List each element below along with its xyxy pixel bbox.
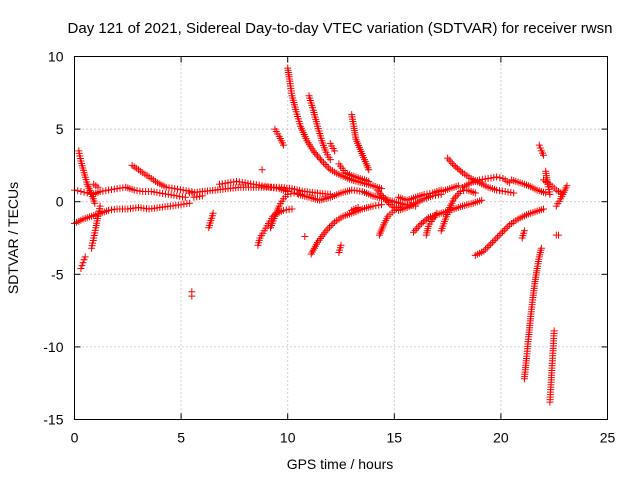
data-points bbox=[71, 64, 571, 406]
plus-marker-arc bbox=[90, 180, 102, 191]
plus-marker-arc bbox=[540, 176, 567, 198]
grid-lines bbox=[74, 56, 608, 420]
plus-marker-arc bbox=[444, 154, 518, 197]
y-tick-label: 0 bbox=[56, 194, 64, 210]
series-arc-28 bbox=[375, 202, 405, 239]
series-arc-05 bbox=[88, 202, 104, 252]
series-arc-12 bbox=[216, 177, 292, 195]
x-tick-label: 20 bbox=[493, 430, 509, 446]
y-tick-label: 10 bbox=[48, 49, 64, 65]
series-arc-17 bbox=[284, 64, 385, 193]
plus-marker-arc bbox=[437, 182, 462, 195]
series-arc-37 bbox=[508, 176, 550, 197]
series-arc-38 bbox=[518, 227, 528, 242]
x-tick-label: 15 bbox=[387, 430, 403, 446]
x-tick-labels: 0 5 10 15 20 25 bbox=[71, 430, 616, 446]
x-tick-label: 25 bbox=[600, 430, 616, 446]
plus-marker-arc bbox=[205, 209, 217, 232]
plus-marker-arc bbox=[128, 161, 196, 195]
y-axis-label: SDTVAR / TECUs bbox=[5, 182, 21, 294]
y-tick-label: -5 bbox=[51, 266, 64, 282]
series-arc-24 bbox=[348, 111, 373, 174]
series-arc-13 bbox=[258, 166, 266, 174]
plus-marker-arc bbox=[459, 173, 513, 191]
x-tick-label: 10 bbox=[280, 430, 296, 446]
x-tick-label: 5 bbox=[177, 430, 185, 446]
series-arc-36 bbox=[471, 205, 547, 259]
series-arc-21 bbox=[326, 140, 339, 155]
plus-marker-arc bbox=[535, 141, 547, 159]
chart-title: Day 121 of 2021, Sidereal Day-to-day VTE… bbox=[68, 20, 613, 37]
series-arc-20 bbox=[307, 201, 385, 258]
series-arc-15 bbox=[267, 189, 304, 232]
plus-marker-arc bbox=[508, 176, 550, 197]
plus-marker-arc bbox=[552, 182, 571, 210]
plus-marker-arc bbox=[307, 201, 385, 258]
plus-marker-arc bbox=[301, 233, 309, 240]
series-arc-31 bbox=[422, 209, 441, 239]
series-arc-03 bbox=[75, 147, 99, 207]
x-tick-label: 0 bbox=[71, 430, 79, 446]
plus-marker-arc bbox=[267, 189, 304, 232]
series-arc-44 bbox=[540, 176, 567, 198]
plus-marker-arc bbox=[77, 253, 89, 272]
plus-marker-arc bbox=[284, 64, 385, 193]
series-arc-04 bbox=[77, 253, 89, 272]
series-arc-35 bbox=[459, 173, 513, 191]
plot-frame bbox=[74, 56, 608, 420]
series-arc-19 bbox=[301, 233, 309, 240]
series-arc-39 bbox=[520, 244, 545, 383]
y-tick-labels: 10 5 0 -5 -10 -15 bbox=[43, 49, 63, 428]
plus-marker-arc bbox=[190, 192, 206, 201]
plus-marker-arc bbox=[326, 140, 339, 155]
plus-marker-arc bbox=[520, 244, 545, 383]
series-arc-09 bbox=[190, 192, 206, 201]
series-arc-43 bbox=[552, 231, 562, 239]
plus-marker-arc bbox=[335, 241, 345, 256]
plus-marker-arc bbox=[271, 125, 287, 149]
series-arc-06 bbox=[90, 180, 102, 191]
plus-marker-arc bbox=[305, 92, 334, 164]
series-arc-40 bbox=[535, 141, 547, 159]
plus-marker-arc bbox=[552, 231, 562, 239]
series-arc-08 bbox=[188, 288, 196, 300]
plus-marker-arc bbox=[518, 227, 528, 242]
plus-marker-arc bbox=[258, 166, 266, 174]
y-tick-label: 5 bbox=[56, 121, 64, 137]
series-arc-42 bbox=[546, 327, 558, 406]
plus-marker-arc bbox=[88, 202, 104, 252]
series-arc-32 bbox=[437, 186, 479, 235]
plus-marker-arc bbox=[395, 186, 445, 204]
series-arc-02 bbox=[71, 199, 194, 227]
series-arc-07 bbox=[128, 161, 196, 195]
plus-marker-arc bbox=[335, 160, 373, 185]
series-arc-23 bbox=[335, 241, 345, 256]
series-arc-18 bbox=[305, 92, 334, 164]
series-arc-34 bbox=[444, 154, 518, 197]
series-arc-22 bbox=[335, 160, 373, 185]
plus-marker-arc bbox=[71, 199, 194, 227]
plus-marker-arc bbox=[216, 177, 292, 195]
plus-marker-arc bbox=[375, 202, 405, 239]
y-tick-label: -10 bbox=[43, 339, 63, 355]
series-arc-10 bbox=[205, 209, 217, 232]
plus-marker-arc bbox=[348, 204, 362, 214]
axis-ticks bbox=[74, 56, 608, 420]
series-arc-45 bbox=[552, 182, 571, 210]
plus-marker-arc bbox=[348, 111, 373, 174]
series-arc-16 bbox=[271, 125, 287, 149]
y-tick-label: -15 bbox=[43, 412, 63, 428]
plus-marker-arc bbox=[422, 209, 441, 239]
plus-marker-arc bbox=[75, 147, 99, 207]
plus-marker-arc bbox=[546, 327, 558, 406]
plus-marker-arc bbox=[437, 186, 479, 235]
x-axis-label: GPS time / hours bbox=[287, 456, 394, 472]
series-arc-26 bbox=[348, 204, 362, 214]
plus-marker-arc bbox=[471, 205, 547, 259]
series-arc-33 bbox=[437, 182, 462, 195]
plus-marker-arc bbox=[188, 288, 196, 300]
series-arc-29 bbox=[395, 186, 445, 204]
